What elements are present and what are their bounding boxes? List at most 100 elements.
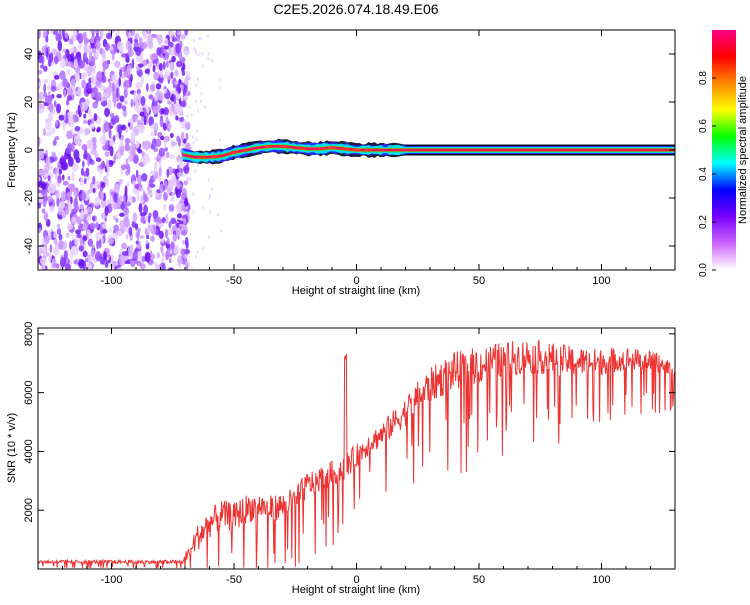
noise-blob	[176, 60, 183, 68]
noise-blob	[176, 202, 182, 214]
noise-blob	[64, 32, 69, 39]
noise-blob	[75, 109, 79, 115]
noise-blob	[165, 250, 170, 261]
spectrogram-noise-region	[38, 30, 223, 270]
noise-blob	[152, 105, 159, 115]
noise-blob	[63, 89, 67, 98]
noise-blob	[76, 116, 79, 123]
noise-blob	[81, 79, 86, 89]
noise-blob	[169, 61, 174, 71]
noise-blob	[65, 60, 68, 67]
noise-blob	[181, 162, 186, 167]
colorbar-tick-label: 0.8	[698, 71, 709, 85]
noise-blob	[67, 183, 75, 190]
noise-speck	[192, 141, 195, 145]
colorbar-tick-label: 0.4	[698, 167, 709, 181]
noise-blob	[168, 204, 175, 212]
noise-blob	[141, 173, 148, 182]
noise-blob	[146, 58, 149, 64]
noise-blob	[81, 101, 89, 111]
noise-blob	[89, 123, 95, 130]
noise-blob	[158, 147, 165, 157]
signal-peak-blob	[210, 155, 219, 159]
noise-blob	[81, 144, 88, 151]
noise-blob	[131, 196, 137, 203]
noise-speck	[207, 178, 210, 182]
noise-blob	[157, 34, 163, 45]
noise-speck	[191, 135, 194, 139]
noise-blob	[145, 234, 150, 240]
noise-blob	[163, 135, 169, 143]
noise-blob	[123, 194, 126, 204]
noise-blob	[108, 128, 112, 139]
noise-blob	[66, 61, 74, 67]
noise-blob	[112, 203, 118, 209]
noise-blob	[112, 232, 119, 239]
noise-blob	[163, 203, 167, 211]
noise-blob	[87, 238, 94, 247]
noise-blob	[116, 267, 124, 270]
noise-blob	[45, 47, 49, 58]
noise-blob	[38, 227, 42, 234]
noise-blob	[163, 73, 169, 80]
noise-blob	[179, 160, 183, 169]
noise-blob	[85, 57, 89, 65]
noise-blob	[95, 157, 102, 162]
noise-blob	[71, 245, 79, 256]
noise-blob	[69, 240, 72, 250]
noise-blob	[124, 100, 128, 105]
noise-blob	[73, 135, 81, 146]
colorbar-label: Normalized spectral amplitude	[737, 76, 749, 224]
noise-blob	[102, 144, 109, 151]
noise-blob	[78, 259, 85, 269]
noise-blob	[71, 217, 77, 223]
noise-blob	[52, 182, 57, 193]
noise-blob	[139, 263, 146, 270]
noise-blob	[38, 69, 43, 75]
noise-speck	[208, 210, 211, 214]
noise-blob	[54, 136, 60, 141]
noise-blob	[75, 229, 81, 235]
noise-blob	[56, 228, 61, 235]
noise-blob	[38, 108, 45, 114]
x-tick-label: 50	[473, 275, 485, 287]
noise-blob	[184, 197, 189, 208]
noise-speck	[219, 79, 222, 83]
noise-blob	[174, 69, 179, 77]
noise-blob	[78, 60, 85, 69]
noise-speck	[186, 114, 189, 118]
noise-blob	[92, 187, 96, 194]
noise-blob	[136, 250, 143, 261]
noise-blob	[166, 237, 170, 245]
noise-blob	[58, 206, 62, 216]
noise-blob	[87, 119, 92, 126]
noise-blob	[42, 30, 47, 39]
noise-blob	[144, 251, 151, 263]
noise-speck	[209, 193, 212, 197]
noise-blob	[169, 102, 172, 113]
noise-blob	[176, 172, 183, 178]
noise-blob	[97, 184, 101, 189]
noise-blob	[65, 130, 73, 140]
noise-blob	[45, 131, 52, 137]
noise-blob	[94, 180, 101, 186]
noise-blob	[64, 205, 69, 216]
noise-blob	[161, 252, 165, 257]
noise-blob	[153, 129, 158, 137]
noise-blob	[71, 171, 75, 182]
noise-blob	[93, 113, 98, 122]
noise-blob	[38, 194, 44, 204]
noise-blob	[49, 244, 53, 253]
noise-blob	[95, 80, 99, 87]
noise-blob	[181, 229, 187, 236]
noise-blob	[134, 102, 140, 113]
snr-x-axis: -100 -50 0 50 100	[37, 328, 676, 586]
noise-blob	[58, 233, 63, 241]
noise-blob	[158, 218, 162, 224]
noise-blob	[73, 190, 77, 197]
x-tick-label: -50	[226, 574, 242, 586]
noise-blob	[113, 215, 117, 221]
noise-blob	[131, 132, 136, 142]
noise-blob	[107, 78, 111, 83]
noise-blob	[66, 86, 73, 97]
